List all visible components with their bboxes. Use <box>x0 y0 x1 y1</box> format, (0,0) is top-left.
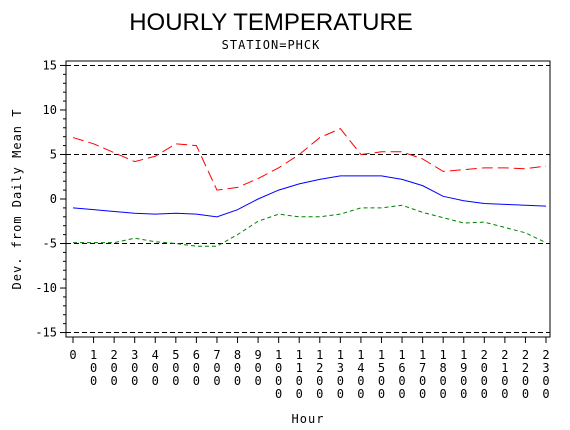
y-tick-label: -10 <box>35 281 57 295</box>
plot-frame <box>65 60 551 338</box>
y-tick-label: -5 <box>43 237 57 251</box>
y-tick-label: -15 <box>35 326 57 340</box>
y-tick-label: 15 <box>43 58 57 72</box>
y-tick-label: 0 <box>50 192 57 206</box>
x-axis-label: Hour <box>292 412 325 426</box>
series-line-3 <box>73 204 547 247</box>
y-axis-label: Dev. from Daily Mean T <box>10 109 24 290</box>
x-axis: 0 1 0 0 2 0 0 3 0 0 4 0 0 5 0 0 6 0 0 7 0 0 8 0 0 9 0 0 1 0 0 0 1 1 0 0 1 2 0 0… <box>69 337 550 401</box>
chart-subtitle: STATION=PHCK <box>222 38 321 52</box>
series-lines <box>72 128 547 247</box>
y-tick-label: 10 <box>43 103 57 117</box>
y-tick-label: 5 <box>50 147 57 161</box>
y-axis: -15 -10 -5 0 5 10 15 <box>35 58 66 340</box>
reference-lines <box>66 64 550 334</box>
x-tick-label: 0 <box>69 348 76 362</box>
series-line-2 <box>72 175 547 218</box>
chart-title: HOURLY TEMPERATURE <box>129 9 413 36</box>
series-line-1 <box>72 128 547 191</box>
